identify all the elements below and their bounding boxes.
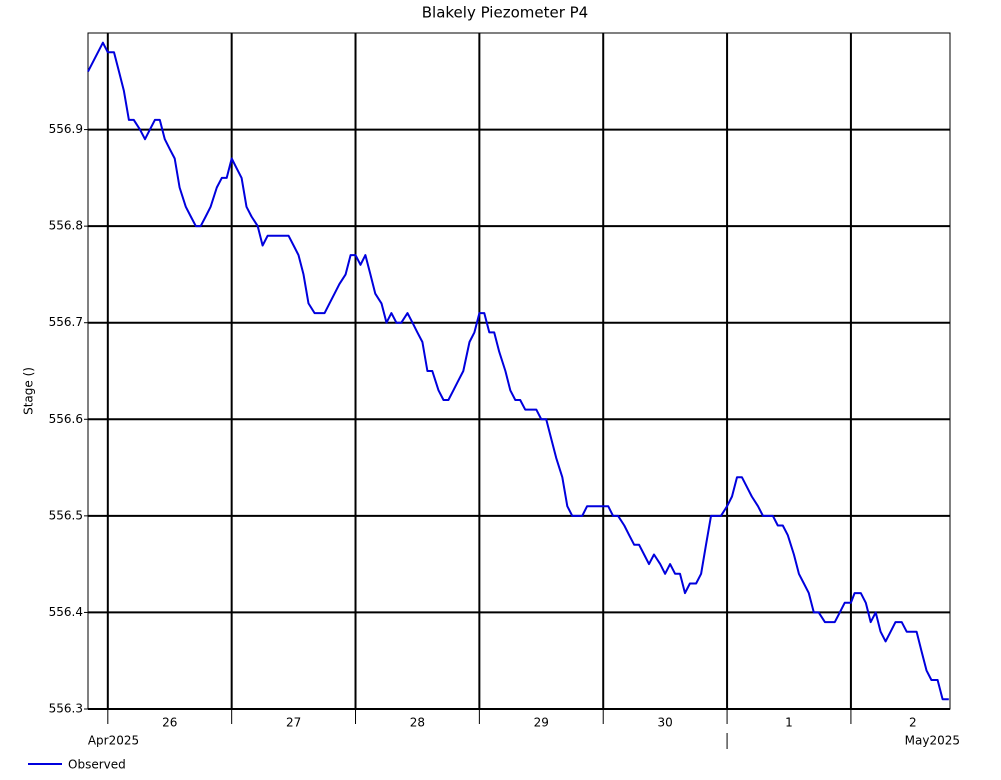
y-tick-label: 556.8 (49, 219, 83, 233)
x-tick-label: 2 (909, 716, 917, 730)
plot-border (87, 32, 951, 710)
y-tick-label: 556.9 (49, 122, 83, 136)
legend-label: Observed (68, 758, 126, 772)
x-tick-label: 27 (286, 716, 301, 730)
x-tick-label: 26 (162, 716, 177, 730)
x-tick-label: 30 (658, 716, 673, 730)
y-tick-label: 556.3 (49, 702, 83, 716)
data-line (87, 41, 949, 701)
x-tick-label: 1 (785, 716, 793, 730)
month-label: May2025 (905, 734, 960, 748)
month-label: Apr2025 (88, 734, 139, 748)
y-tick-label: 556.5 (49, 508, 83, 522)
chart-title: Blakely Piezometer P4 (422, 4, 588, 22)
y-tick-label: 556.6 (49, 412, 83, 426)
y-tick-label: 556.7 (49, 315, 83, 329)
x-tick-label: 29 (534, 716, 549, 730)
x-tick-label: 28 (410, 716, 425, 730)
y-axis-label: Stage () (22, 367, 36, 415)
y-tick-label: 556.4 (49, 605, 83, 619)
